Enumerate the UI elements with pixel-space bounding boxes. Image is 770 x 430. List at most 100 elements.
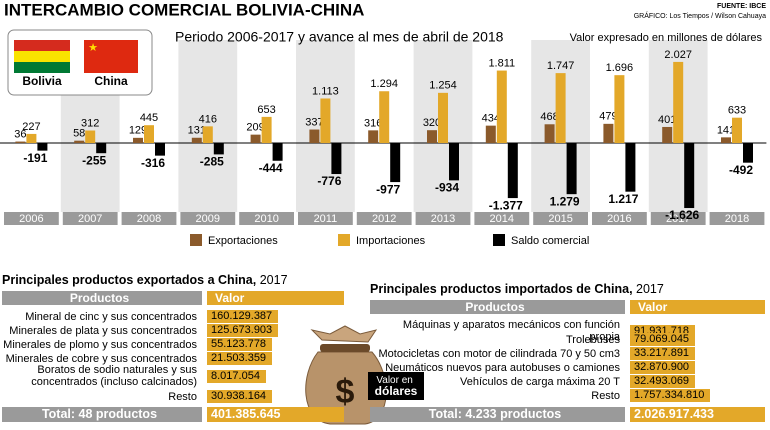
x-tick-label: 2012 — [372, 213, 396, 225]
year-box — [180, 212, 236, 225]
flag-star: ★ — [88, 42, 98, 54]
product-value: 32.493.069 — [630, 375, 696, 388]
product-value: 125.673.903 — [207, 324, 279, 337]
bar — [26, 133, 37, 143]
bag-label: Valor en dólares — [375, 375, 418, 399]
value-label: 401 — [658, 114, 676, 126]
header-cell: Productos — [370, 300, 625, 314]
table-title-text: Principales productos exportados a China… — [2, 273, 257, 287]
header-cell: Valor — [207, 291, 344, 305]
product-name: Resto — [591, 389, 620, 402]
value-label: -492 — [729, 163, 753, 177]
value-label: -191 — [23, 151, 47, 165]
year-box — [709, 212, 765, 225]
page-title: INTERCAMBIO COMERCIAL BOLIVIA-CHINA — [4, 0, 364, 19]
bar — [155, 143, 165, 156]
header-cell: Valor — [630, 300, 765, 314]
value-text: 21.503.359 — [207, 352, 273, 365]
value-label: 1.811 — [488, 57, 515, 69]
product-name: Minerales de plomo y sus concentrados — [3, 338, 197, 351]
value-text: 79.069.045 — [630, 333, 696, 346]
table-row: Mineral de cinc y sus concentrados 160.12… — [2, 310, 279, 323]
product-name: Minerales de cobre y sus concentrados — [5, 352, 197, 365]
product-value: 160.129.387 — [207, 310, 279, 323]
value-label: -1.377 — [489, 198, 523, 212]
x-tick-label: 2006 — [19, 213, 43, 225]
bar — [191, 137, 202, 143]
value-label: 1.279 — [550, 194, 580, 208]
value-label: -977 — [376, 182, 400, 196]
bar — [37, 143, 48, 151]
x-tick-label: 2008 — [137, 213, 161, 225]
bar — [96, 143, 107, 154]
value-label: -285 — [200, 155, 224, 169]
product-name: Neumáticos nuevos para autobuses o camio… — [385, 361, 620, 374]
table-row: Neumáticos nuevos para autobuses o camio… — [370, 361, 696, 374]
table-header: Productos Valor — [2, 291, 344, 305]
table-year: 2017 — [636, 282, 664, 296]
product-table: Principales productos exportados a China… — [2, 273, 344, 309]
value-text: 33.217.891 — [630, 347, 696, 360]
bar — [213, 143, 224, 155]
flag-label: China — [94, 74, 128, 88]
bar — [555, 73, 566, 143]
product-value: 8.017.054 — [207, 369, 266, 383]
value-text: 160.129.387 — [207, 310, 279, 323]
bar — [662, 126, 673, 143]
value-label: 633 — [728, 105, 746, 117]
value-label: 1.254 — [429, 80, 457, 92]
value-label: 653 — [257, 104, 275, 116]
year-box — [239, 212, 294, 225]
bar — [250, 134, 261, 143]
value-label: 1.747 — [547, 60, 575, 72]
table-year: 2017 — [259, 273, 288, 287]
flag-stripe — [14, 62, 70, 73]
table-title-text: Principales productos importados de Chin… — [370, 282, 633, 296]
product-value: 79.069.045 — [630, 333, 696, 346]
bar — [614, 75, 625, 143]
value-label: -776 — [317, 174, 341, 188]
flag-china — [84, 40, 138, 73]
year-box — [533, 212, 588, 225]
product-name: Minerales de plata y sus concentrados — [9, 324, 197, 337]
year-box — [62, 212, 118, 225]
value-text: 55.123.778 — [207, 338, 273, 351]
legend-swatch — [493, 234, 505, 246]
x-tick-label: 2009 — [196, 213, 220, 225]
bar — [544, 124, 555, 143]
year-box — [592, 212, 647, 225]
chart-subtitle: Valor expresado en millones de dólares — [570, 32, 763, 44]
bar — [427, 130, 437, 143]
value-label: 416 — [199, 113, 217, 125]
value-label: 36 — [14, 128, 26, 140]
year-box — [298, 212, 353, 225]
table-row: Vehículos de carga máxima 20 T 32.493.069 — [370, 375, 696, 388]
value-text: 125.673.903 — [207, 324, 279, 337]
table-row: Boratos de sodio naturales y sus concent… — [2, 364, 266, 388]
value-label: 131 — [188, 125, 206, 137]
product-value: 30.938.164 — [207, 390, 273, 403]
bar — [272, 143, 283, 161]
table-row: Motocicletas con motor de cilindrada 70 … — [370, 347, 696, 360]
value-label: 479 — [599, 111, 617, 123]
product-name: Mineral de cinc y sus concentrados — [25, 310, 197, 323]
x-tick-label: 2016 — [607, 213, 631, 225]
product-name: Boratos de sodio naturales y sus concent… — [31, 364, 197, 388]
value-text: 1.757.334.810 — [630, 389, 711, 402]
source: FUENTE: IBCE — [717, 3, 766, 10]
product-value: 1.757.334.810 — [630, 389, 711, 402]
value-label: -316 — [141, 156, 165, 170]
value-label: 316 — [364, 117, 382, 129]
total-value: 401.385.645 — [207, 407, 344, 422]
chart-title: Periodo 2006-2017 y avance al mes de abr… — [175, 29, 504, 45]
year-box — [415, 212, 471, 225]
bar — [743, 143, 753, 163]
value-label: 1.217 — [608, 192, 638, 206]
value-label: 129 — [129, 125, 147, 137]
table-row: Minerales de plomo y sus concentrados 55.… — [2, 338, 273, 351]
bar — [496, 70, 507, 143]
value-label: -444 — [259, 161, 283, 175]
bar — [684, 143, 695, 209]
bar — [15, 141, 26, 143]
year-box — [4, 212, 59, 225]
